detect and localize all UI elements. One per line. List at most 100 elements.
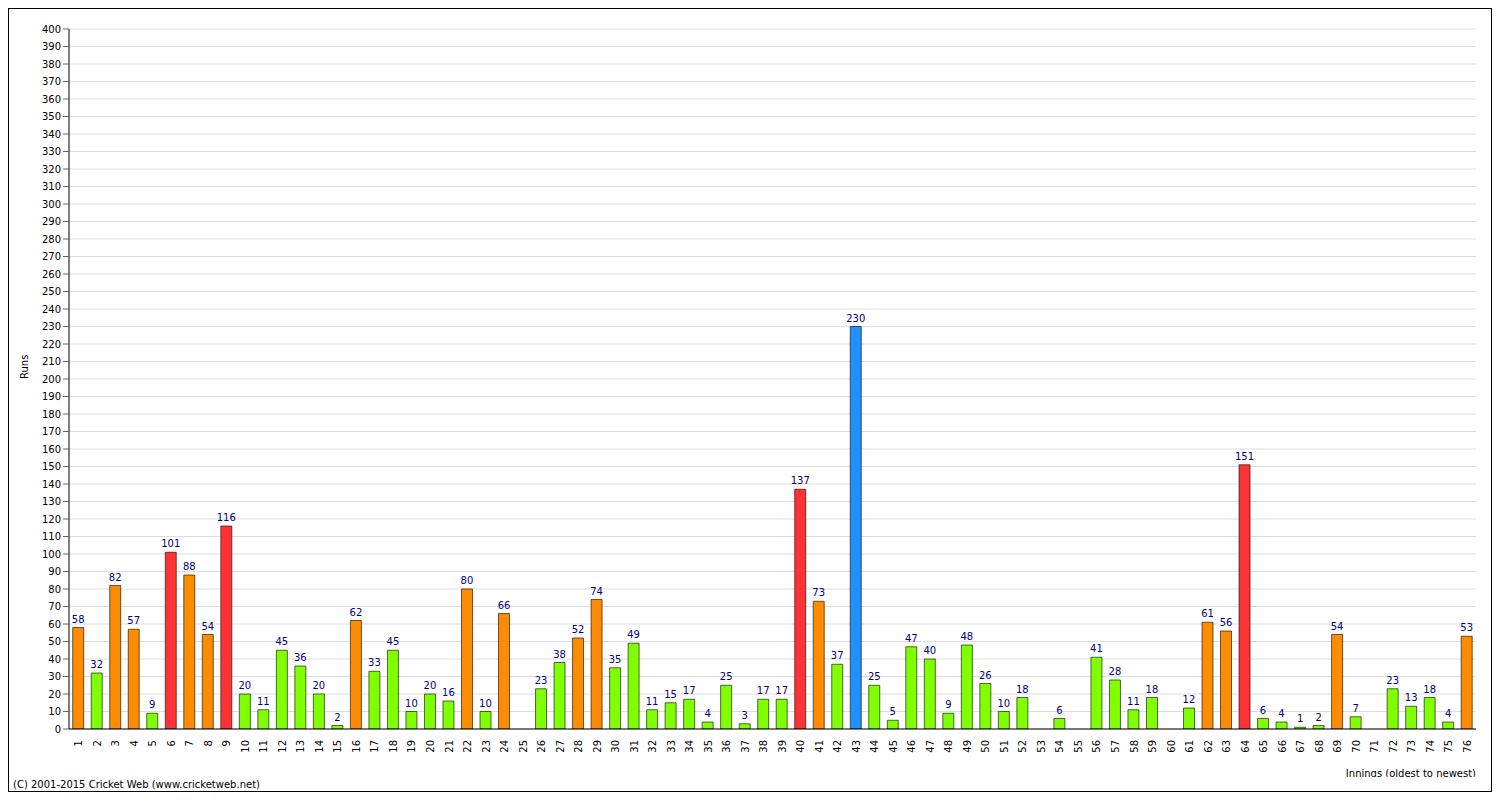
svg-text:54: 54 (201, 621, 214, 632)
svg-text:48: 48 (943, 740, 954, 753)
svg-text:39: 39 (777, 740, 788, 753)
svg-text:30: 30 (48, 671, 61, 682)
svg-text:47: 47 (905, 633, 918, 644)
svg-text:240: 240 (42, 304, 61, 315)
svg-text:400: 400 (42, 24, 61, 35)
svg-text:90: 90 (48, 566, 61, 577)
svg-text:10: 10 (479, 698, 492, 709)
svg-text:4: 4 (1445, 708, 1451, 719)
svg-text:54: 54 (1331, 621, 1344, 632)
svg-text:27: 27 (555, 740, 566, 753)
svg-text:Runs: Runs (19, 355, 30, 379)
svg-text:180: 180 (42, 409, 61, 420)
svg-text:52: 52 (1017, 740, 1028, 753)
svg-text:37: 37 (740, 740, 751, 753)
svg-text:12: 12 (1183, 694, 1196, 705)
svg-text:73: 73 (812, 587, 825, 598)
svg-text:49: 49 (627, 629, 640, 640)
svg-text:49: 49 (962, 740, 973, 753)
svg-text:0: 0 (55, 724, 61, 735)
svg-text:380: 380 (42, 59, 61, 70)
svg-text:76: 76 (1462, 740, 1473, 753)
svg-text:18: 18 (1016, 684, 1029, 695)
svg-text:70: 70 (1351, 740, 1362, 753)
svg-text:101: 101 (161, 538, 180, 549)
svg-text:25: 25 (518, 740, 529, 753)
svg-text:45: 45 (387, 636, 400, 647)
svg-text:10: 10 (240, 740, 251, 753)
svg-text:6: 6 (1056, 705, 1062, 716)
svg-text:116: 116 (217, 512, 236, 523)
svg-text:40: 40 (923, 645, 936, 656)
svg-text:17: 17 (775, 685, 788, 696)
svg-text:71: 71 (1369, 740, 1380, 753)
svg-text:36: 36 (721, 740, 732, 753)
svg-text:66: 66 (1277, 740, 1288, 753)
svg-text:220: 220 (42, 339, 61, 350)
svg-text:300: 300 (42, 199, 61, 210)
svg-text:60: 60 (48, 619, 61, 630)
svg-text:59: 59 (1147, 740, 1158, 753)
svg-text:390: 390 (42, 41, 61, 52)
svg-text:38: 38 (553, 649, 566, 660)
svg-text:10: 10 (405, 698, 418, 709)
svg-text:2: 2 (92, 740, 103, 746)
svg-text:11: 11 (1127, 696, 1140, 707)
svg-text:11: 11 (258, 740, 269, 753)
svg-text:8: 8 (203, 740, 214, 746)
svg-text:32: 32 (90, 659, 103, 670)
svg-text:370: 370 (42, 76, 61, 87)
svg-text:14: 14 (314, 740, 325, 753)
svg-text:20: 20 (425, 740, 436, 753)
svg-text:57: 57 (1110, 740, 1121, 753)
svg-text:26: 26 (536, 740, 547, 753)
svg-text:18: 18 (1423, 684, 1436, 695)
svg-text:67: 67 (1295, 740, 1306, 753)
svg-text:37: 37 (831, 650, 844, 661)
svg-text:53: 53 (1036, 740, 1047, 753)
svg-text:20: 20 (238, 680, 251, 691)
svg-text:58: 58 (1129, 740, 1140, 753)
svg-text:22: 22 (462, 740, 473, 753)
svg-text:31: 31 (629, 740, 640, 753)
svg-text:2: 2 (334, 712, 340, 723)
svg-text:74: 74 (1425, 740, 1436, 753)
svg-text:42: 42 (832, 740, 843, 753)
svg-text:41: 41 (1090, 643, 1103, 654)
svg-text:4: 4 (129, 740, 140, 746)
svg-text:88: 88 (183, 561, 196, 572)
svg-text:Innings (oldest to newest): Innings (oldest to newest) (1346, 768, 1476, 777)
svg-text:35: 35 (609, 654, 622, 665)
svg-text:70: 70 (48, 601, 61, 612)
svg-text:6: 6 (166, 740, 177, 746)
svg-text:140: 140 (42, 479, 61, 490)
svg-text:15: 15 (332, 740, 343, 753)
svg-text:12: 12 (277, 740, 288, 753)
svg-text:50: 50 (980, 740, 991, 753)
svg-text:230: 230 (846, 313, 865, 324)
svg-text:17: 17 (757, 685, 770, 696)
svg-text:9: 9 (945, 699, 951, 710)
svg-text:80: 80 (48, 584, 61, 595)
svg-text:61: 61 (1201, 608, 1214, 619)
svg-text:57: 57 (127, 615, 140, 626)
svg-text:75: 75 (1443, 740, 1454, 753)
svg-text:160: 160 (42, 444, 61, 455)
svg-text:48: 48 (960, 631, 973, 642)
svg-text:3: 3 (741, 710, 747, 721)
svg-text:17: 17 (683, 685, 696, 696)
svg-text:20: 20 (313, 680, 326, 691)
svg-text:9: 9 (221, 740, 232, 746)
svg-text:23: 23 (481, 740, 492, 753)
svg-text:62: 62 (350, 607, 363, 618)
svg-text:45: 45 (888, 740, 899, 753)
svg-text:3: 3 (110, 740, 121, 746)
svg-text:43: 43 (851, 740, 862, 753)
svg-text:63: 63 (1221, 740, 1232, 753)
svg-text:7: 7 (184, 740, 195, 746)
svg-text:23: 23 (1386, 675, 1399, 686)
svg-text:7: 7 (1352, 703, 1358, 714)
svg-text:40: 40 (795, 740, 806, 753)
svg-text:21: 21 (444, 740, 455, 753)
svg-text:38: 38 (758, 740, 769, 753)
